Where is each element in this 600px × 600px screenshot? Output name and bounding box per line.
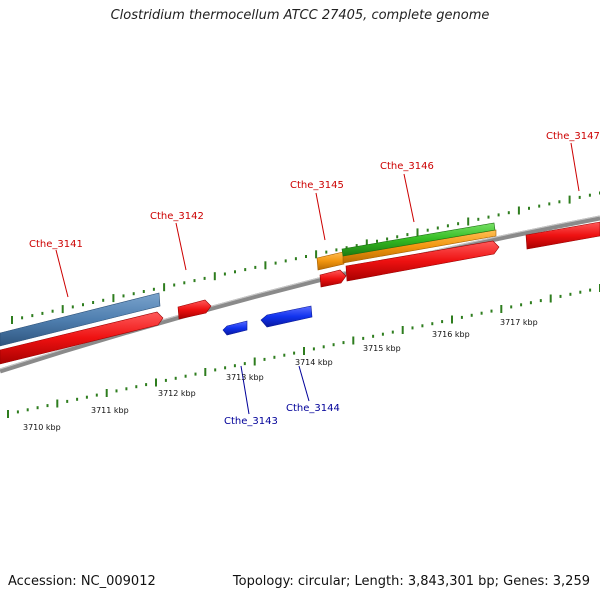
leader-cthe-3142 bbox=[175, 222, 187, 271]
gene-cthe-3141[interactable] bbox=[0, 292, 161, 347]
genome-backbone-highlight bbox=[0, 215, 600, 370]
leader-cthe-3144 bbox=[298, 365, 310, 402]
scale-label-3713: 3713 kbp bbox=[226, 373, 264, 382]
gene-cthe-3143[interactable] bbox=[222, 320, 248, 336]
map-title: Clostridium thermocellum ATCC 27405, com… bbox=[110, 8, 490, 23]
scale-label-3716: 3716 kbp bbox=[432, 330, 470, 339]
leader-cthe-3146 bbox=[403, 173, 415, 223]
label-cthe-3142[interactable]: Cthe_3142 bbox=[150, 211, 204, 222]
gene-cthe-3145[interactable] bbox=[319, 269, 347, 288]
scale-label-3715: 3715 kbp bbox=[363, 344, 401, 353]
gene-cthe-3142[interactable] bbox=[177, 299, 212, 320]
scale-label-3712: 3712 kbp bbox=[158, 389, 196, 398]
reverse-strand-ticks bbox=[7, 284, 600, 418]
genome-backbone bbox=[0, 215, 600, 374]
label-cthe-3146[interactable]: Cthe_3146 bbox=[380, 161, 434, 172]
label-cthe-3147[interactable]: Cthe_3147 bbox=[546, 131, 600, 142]
label-cthe-3141[interactable]: Cthe_3141 bbox=[29, 239, 83, 250]
gene-cthe-3141-inner[interactable] bbox=[0, 311, 164, 365]
leader-cthe-3141 bbox=[55, 249, 69, 298]
label-cthe-3143[interactable]: Cthe_3143 bbox=[224, 416, 278, 427]
leader-cthe-3143 bbox=[240, 365, 250, 415]
label-cthe-3144[interactable]: Cthe_3144 bbox=[286, 403, 340, 414]
forward-strand-ticks bbox=[11, 191, 600, 324]
leader-cthe-3147 bbox=[570, 142, 580, 192]
gene-cthe-3144[interactable] bbox=[260, 305, 313, 328]
accession-text: Accession: NC_009012 bbox=[8, 574, 156, 589]
scale-label-3711: 3711 kbp bbox=[91, 406, 129, 415]
gene-cthe-3147[interactable] bbox=[525, 221, 600, 250]
scale-label-3710: 3710 kbp bbox=[23, 423, 61, 432]
gene-cthe-3145-orange[interactable] bbox=[316, 251, 345, 271]
gene-cthe-3146[interactable] bbox=[341, 222, 496, 257]
leader-cthe-3145 bbox=[315, 192, 326, 241]
scale-label-3717: 3717 kbp bbox=[500, 318, 538, 327]
topology-text: Topology: circular; Length: 3,843,301 bp… bbox=[232, 574, 590, 589]
scale-label-3714: 3714 kbp bbox=[295, 358, 333, 367]
gene-cthe-3146-red[interactable] bbox=[345, 240, 500, 282]
label-cthe-3145[interactable]: Cthe_3145 bbox=[290, 180, 344, 191]
